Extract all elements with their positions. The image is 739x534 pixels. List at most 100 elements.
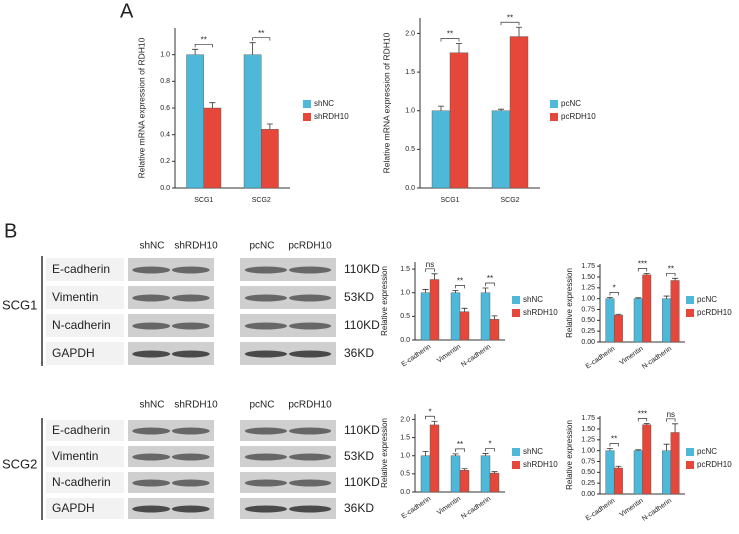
bar — [261, 129, 279, 189]
blot-strip — [128, 286, 214, 309]
error-bar — [452, 289, 459, 293]
bar — [605, 298, 615, 343]
lane-label: shNC — [139, 400, 164, 411]
x-tick-label: SCG2 — [252, 197, 271, 204]
legend-label: pcNC — [561, 99, 581, 108]
error-bar — [643, 422, 650, 425]
x-tick-label: E-cadherin — [585, 345, 617, 370]
error-bar — [482, 453, 489, 456]
y-tick-label: 0.0 — [400, 337, 410, 344]
blot-size: 36KD — [344, 501, 374, 515]
error-bar — [431, 420, 438, 425]
y-tick-label: 2.0 — [400, 416, 410, 423]
blot-band — [171, 479, 210, 487]
x-tick-label: Vimentin — [436, 343, 462, 364]
blot-band — [244, 427, 288, 435]
blot-row-label: N-cadherin — [52, 318, 111, 332]
legend-swatch — [512, 309, 520, 317]
blot-band — [288, 453, 332, 461]
blot-size: 36KD — [344, 346, 374, 360]
significance-label: * — [428, 407, 431, 416]
x-tick-label: Vimentin — [436, 495, 462, 516]
x-tick-label: SCG1 — [440, 197, 459, 204]
significance-bracket — [440, 38, 460, 42]
legend-swatch — [512, 296, 520, 304]
legend-label: shRDH10 — [314, 112, 349, 121]
blot-band — [171, 505, 210, 513]
legend-label: shNC — [314, 99, 334, 108]
y-tick-label: 0.25 — [581, 480, 595, 487]
significance-bracket — [609, 443, 619, 447]
blot-band — [244, 453, 288, 461]
y-tick-label: 0.50 — [581, 317, 595, 324]
significance-bracket — [455, 285, 465, 289]
blot-strip — [128, 420, 214, 441]
significance-bracket — [194, 43, 213, 48]
bar — [203, 107, 222, 189]
blot-band — [288, 266, 332, 274]
blot-label-bg — [46, 314, 124, 337]
error-bar — [422, 289, 429, 293]
legend-swatch — [303, 113, 311, 121]
lane-label: shRDH10 — [174, 241, 218, 252]
bar — [642, 274, 652, 343]
y-tick-label: 1.50 — [581, 274, 595, 281]
legend-swatch — [303, 100, 311, 108]
blot-band — [244, 350, 288, 358]
error-bar — [643, 273, 650, 275]
y-tick-label: 1.0 — [400, 453, 410, 460]
legend-swatch — [686, 296, 694, 304]
significance-label: ** — [447, 30, 453, 39]
y-tick-label: 0.00 — [581, 339, 595, 346]
significance-bracket — [609, 292, 619, 296]
significance-label: ns — [426, 260, 434, 269]
bar — [613, 467, 623, 495]
blot-band — [132, 453, 171, 461]
x-tick-label: N-cadherin — [641, 497, 673, 522]
group-label: SCG1 — [2, 297, 37, 312]
blot-band — [171, 350, 210, 358]
significance-bracket — [500, 21, 520, 26]
error-bar — [249, 42, 256, 55]
significance-bracket — [252, 37, 271, 41]
bar — [450, 292, 461, 341]
blot-band — [132, 294, 171, 302]
error-bar — [431, 273, 438, 280]
blot-size: 110KD — [344, 318, 380, 332]
blot-label-bg — [46, 498, 124, 519]
blot-row-label: N-cadherin — [52, 475, 111, 489]
blot-strip — [128, 314, 214, 337]
blot-band — [244, 479, 288, 487]
significance-label: * — [488, 440, 491, 449]
blot-label-bg — [46, 258, 124, 281]
panel-label: B — [4, 220, 17, 242]
significance-bracket — [425, 415, 435, 420]
y-tick-label: 1.5 — [400, 434, 410, 441]
blot-label-bg — [46, 446, 124, 467]
x-tick-label: E-cadherin — [400, 343, 432, 368]
blot-band — [132, 322, 171, 330]
blot-label-bg — [46, 286, 124, 309]
blot-label-bg — [46, 342, 124, 365]
bar — [429, 279, 440, 341]
error-bar — [663, 295, 670, 299]
y-axis-label: Relative expression — [380, 418, 389, 488]
bar — [186, 54, 204, 189]
significance-label: * — [613, 283, 616, 292]
bar — [243, 54, 262, 189]
blot-label-bg — [46, 420, 124, 441]
y-tick-label: 1.50 — [581, 426, 595, 433]
bar — [662, 450, 672, 495]
error-bar — [606, 296, 613, 299]
y-tick-label: 0.75 — [581, 306, 595, 313]
blot-band — [244, 294, 288, 302]
error-bar — [461, 468, 468, 471]
bar — [509, 36, 529, 189]
significance-label: ** — [611, 435, 617, 444]
y-tick-label: 1.5 — [405, 69, 415, 76]
y-tick-label: 1.0 — [405, 108, 415, 115]
y-tick-label: 1.0 — [400, 290, 410, 297]
error-bar — [672, 277, 679, 281]
blot-row-label: E-cadherin — [52, 262, 110, 276]
blot-band — [288, 322, 332, 330]
